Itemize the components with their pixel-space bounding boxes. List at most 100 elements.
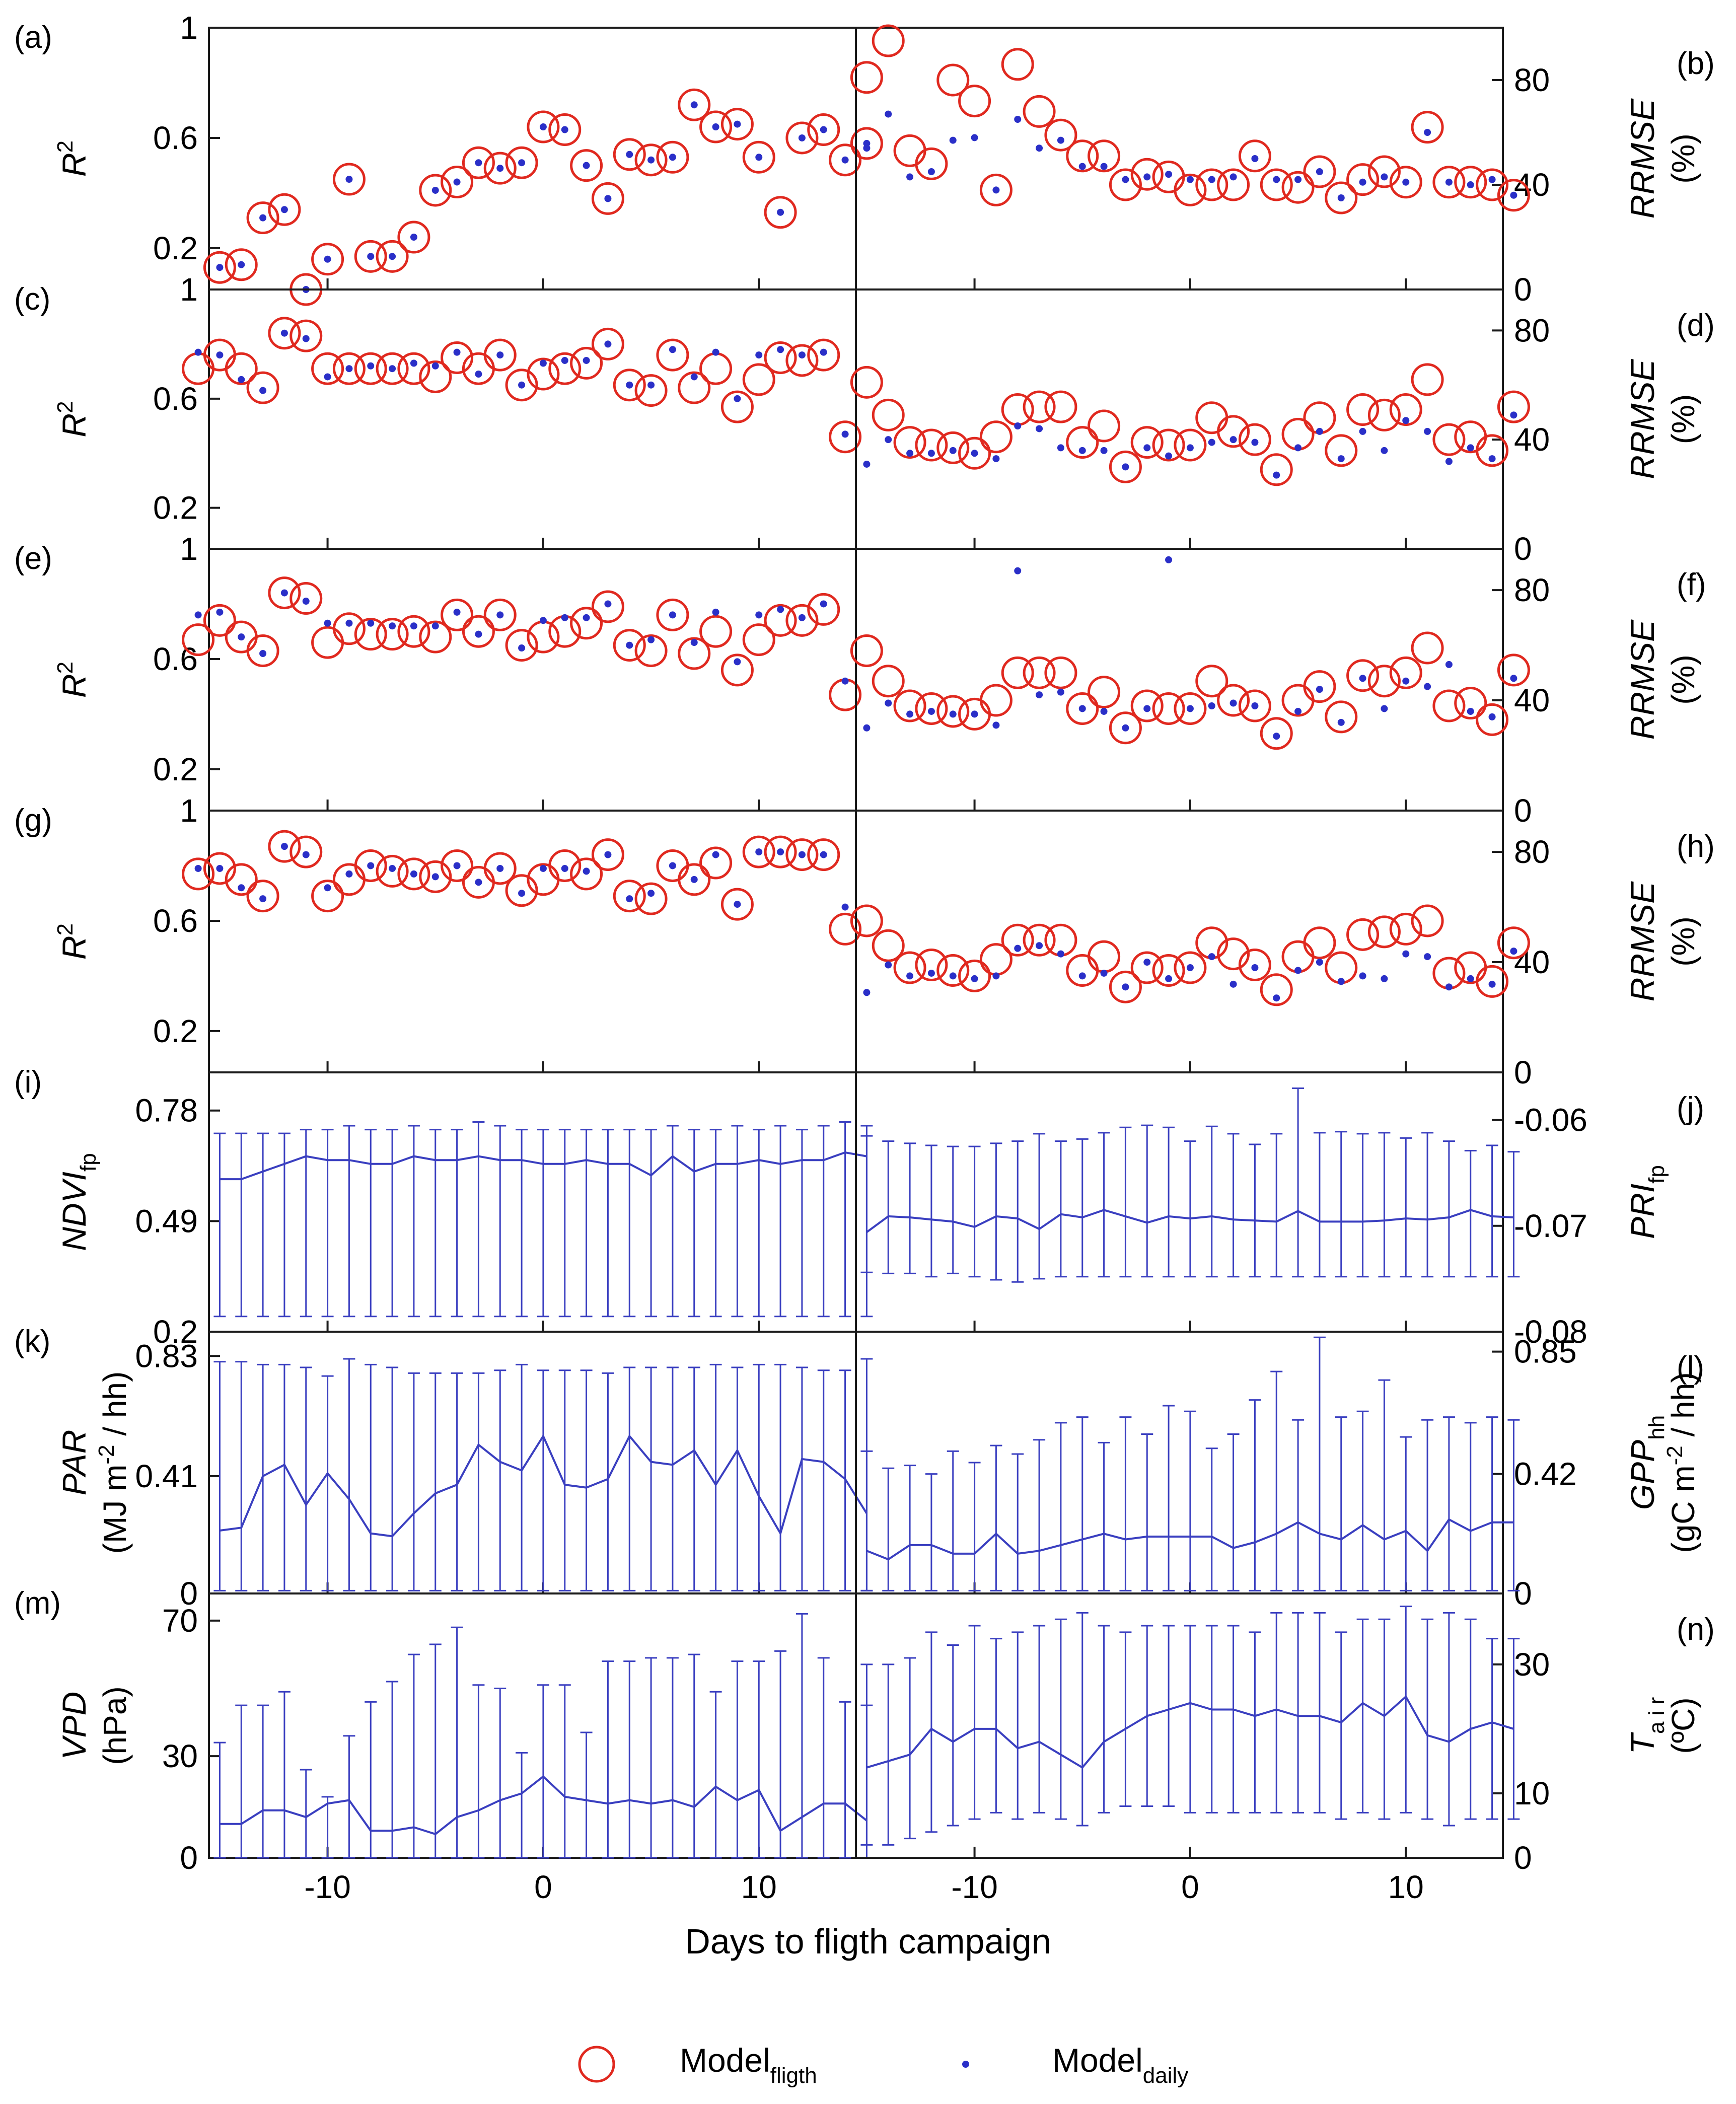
daily-point (906, 173, 914, 181)
panel-tag: (c) (14, 282, 50, 317)
daily-point (238, 261, 245, 268)
flight-point (764, 835, 797, 868)
panel-tag: (l) (1677, 1350, 1704, 1385)
daily-point (1100, 969, 1108, 977)
flight-point (1389, 912, 1422, 946)
flight-point (1195, 665, 1228, 698)
y-axis-title-main: GPP (1624, 1440, 1661, 1510)
y-tick-label: -0.07 (1514, 1208, 1587, 1244)
flight-point (613, 138, 646, 171)
daily-point (1402, 677, 1410, 685)
daily-point (496, 351, 504, 359)
daily-point (971, 975, 978, 982)
daily-point (1036, 691, 1043, 699)
y-tick-label: 0.49 (135, 1203, 198, 1239)
daily-point (453, 178, 461, 186)
y-tick-label: 80 (1514, 834, 1550, 870)
daily-point (367, 862, 375, 869)
flight-point (1346, 163, 1380, 196)
daily-point (539, 864, 547, 872)
flight-point (462, 146, 495, 179)
daily-point (583, 614, 590, 621)
flight-point (1066, 139, 1099, 173)
daily-point (1165, 452, 1173, 460)
y-axis-unit-tail: / hh) (97, 1371, 133, 1445)
flight-point (483, 152, 517, 185)
daily-point (1057, 136, 1064, 144)
flight-point (678, 637, 711, 670)
daily-point (1100, 163, 1108, 170)
daily-point (1359, 427, 1366, 435)
daily-point (690, 101, 698, 109)
flight-point (1303, 926, 1336, 960)
flight-point (505, 369, 538, 402)
y-tick-label: 70 (162, 1603, 198, 1639)
panel-tag: (f) (1677, 567, 1706, 602)
daily-point (1078, 705, 1086, 712)
daily-point (1143, 173, 1151, 181)
flight-point (1411, 111, 1444, 144)
flight-point (1023, 923, 1056, 957)
flight-point (505, 874, 538, 907)
daily-point (841, 903, 849, 911)
daily-point (389, 365, 396, 373)
panel-f: 0 40 80 (f) RRMSE (%) (850, 548, 1706, 829)
flight-point (182, 623, 215, 657)
flight-point (203, 251, 236, 284)
flight-point (548, 113, 582, 147)
daily-point (1488, 713, 1496, 720)
x-tick-label-right-0: 0 (1181, 1869, 1199, 1905)
flight-point (527, 357, 560, 391)
daily-point (1078, 972, 1086, 980)
y-tick-label: 0.2 (153, 751, 198, 787)
daily-point (1424, 129, 1431, 136)
flight-point (807, 113, 840, 147)
daily-point (453, 862, 461, 869)
flight-point (570, 149, 603, 182)
daily-point (1014, 945, 1022, 952)
flight-point (1152, 428, 1185, 462)
flight-point (1195, 401, 1228, 434)
daily-point (1036, 144, 1043, 152)
flight-point (419, 860, 452, 893)
flight-point (656, 338, 689, 372)
flight-point (1001, 923, 1034, 957)
y-tick-label: 0.41 (135, 1458, 198, 1494)
y-axis-title: GPPhh (1624, 1415, 1669, 1510)
daily-point (647, 890, 655, 897)
daily-point (885, 436, 892, 444)
flight-point (1346, 659, 1380, 692)
daily-point (496, 864, 504, 872)
y-axis-title: R2 (53, 140, 93, 177)
daily-point (561, 864, 568, 872)
flight-point (1238, 689, 1271, 722)
flight-point (354, 352, 387, 385)
daily-point (1381, 705, 1388, 712)
daily-point (367, 362, 375, 370)
y-axis-unit: (hPa) (97, 1686, 133, 1765)
flight-point (354, 618, 387, 651)
flight-point (483, 338, 517, 372)
flight-point (1497, 926, 1530, 960)
panel-tag: (h) (1677, 829, 1715, 864)
flight-point (1044, 390, 1077, 423)
flight-point (332, 863, 366, 896)
daily-point (518, 890, 526, 897)
y-tick-label: 40 (1514, 421, 1550, 458)
daily-point (841, 430, 849, 438)
flight-point (613, 369, 646, 402)
y-axis-unit: (MJ m-2 / hh) (94, 1371, 133, 1554)
daily-point (820, 851, 827, 858)
panel-c: 0.2 0.6 1 (c) R2 (14, 271, 862, 550)
flight-point (893, 689, 926, 722)
flight-point (1238, 139, 1271, 173)
panel-tag: (e) (14, 541, 52, 576)
daily-point (1208, 176, 1215, 183)
daily-point (1122, 983, 1129, 991)
daily-point (583, 356, 590, 364)
flight-point (1454, 687, 1487, 720)
flight-point (1325, 434, 1358, 467)
daily-point (1467, 707, 1474, 715)
daily-point (1273, 994, 1280, 1002)
flight-point (311, 626, 344, 659)
